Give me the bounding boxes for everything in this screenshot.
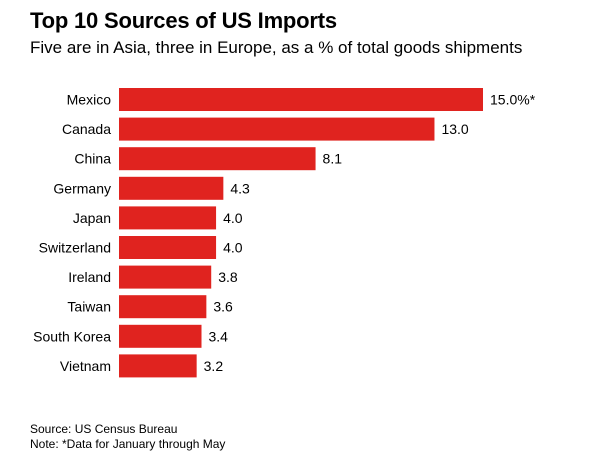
category-label-mexico: Mexico [67,92,112,108]
category-label-ireland: Ireland [68,269,111,285]
value-label-ireland: 3.8 [218,269,238,285]
value-label-taiwan: 3.6 [213,299,233,315]
value-label-canada: 13.0 [441,121,468,137]
bar-switzerland [119,236,217,259]
bar-china [119,147,316,171]
bar-japan [119,206,217,230]
value-label-mexico: 15.0%* [490,92,536,108]
bar-taiwan [119,295,207,319]
category-label-japan: Japan [73,210,111,226]
value-label-china: 8.1 [323,151,343,167]
value-label-germany: 4.3 [230,180,250,196]
bar-south-korea [119,324,202,348]
category-label-switzerland: Switzerland [39,240,111,256]
bar-vietnam [119,354,197,378]
chart-subtitle: Five are in Asia, three in Europe, as a … [30,38,523,57]
value-label-vietnam: 3.2 [204,358,224,374]
category-label-canada: Canada [62,121,111,137]
bar-germany [119,176,224,200]
chart-title: Top 10 Sources of US Imports [30,8,337,33]
source-note: Source: US Census Bureau [30,422,178,436]
category-label-vietnam: Vietnam [60,358,111,374]
category-label-south-korea: South Korea [33,328,111,344]
bar-ireland [119,265,212,289]
bar-mexico [119,88,483,111]
value-label-japan: 4.0 [223,210,243,226]
category-label-china: China [74,151,111,167]
footnote: Note: *Data for January through May [30,437,226,451]
category-label-taiwan: Taiwan [67,299,111,315]
bar-canada [119,117,435,141]
value-label-south-korea: 3.4 [209,328,229,344]
category-label-germany: Germany [53,180,111,196]
value-label-switzerland: 4.0 [223,240,243,256]
